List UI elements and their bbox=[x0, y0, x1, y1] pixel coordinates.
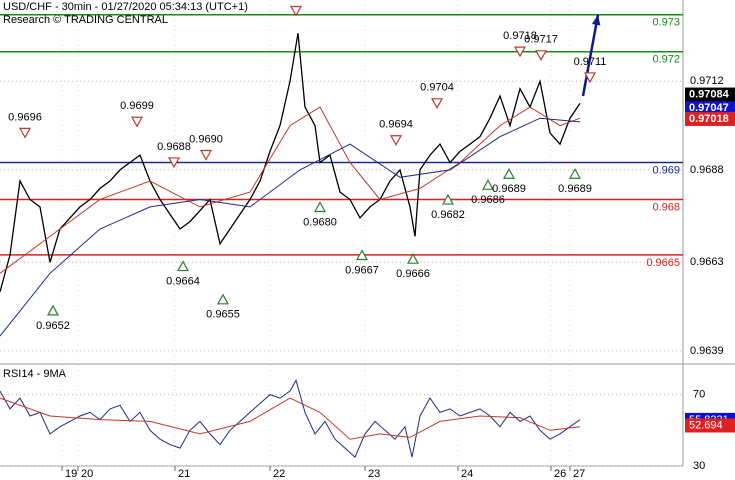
pivot-marker bbox=[130, 116, 144, 128]
pivot-marker bbox=[46, 304, 60, 316]
pivot-marker bbox=[406, 252, 420, 264]
pivot-label: 0.9667 bbox=[345, 264, 379, 276]
rsi-line bbox=[0, 379, 581, 458]
pivot-label: 0.9699 bbox=[120, 100, 154, 112]
x-tick-label: 26 bbox=[554, 468, 566, 480]
pivot-marker bbox=[167, 157, 181, 169]
x-tick-label: 24 bbox=[461, 468, 473, 480]
pivot-marker bbox=[216, 293, 230, 305]
price-badge-label: 0.97047 bbox=[689, 102, 729, 114]
pivot-label: 0.9729 bbox=[279, 0, 313, 1]
pivot-marker bbox=[289, 5, 303, 17]
pivot-marker bbox=[568, 167, 582, 179]
pivot-label: 0.9664 bbox=[166, 275, 200, 287]
level-label: 0.968 bbox=[652, 201, 680, 213]
pivot-label: 0.9689 bbox=[558, 183, 592, 195]
pivot-marker bbox=[481, 179, 495, 190]
pivot-label: 0.9696 bbox=[8, 111, 42, 123]
pivot-marker bbox=[18, 127, 32, 139]
pivot-label: 0.9690 bbox=[189, 133, 223, 145]
chart-subtitle: Research © TRADING CENTRAL bbox=[3, 14, 168, 26]
x-tick-label: 19 bbox=[65, 468, 77, 480]
level-label: 0.972 bbox=[652, 54, 680, 66]
price-line bbox=[0, 106, 581, 274]
forecast-arrowhead bbox=[591, 14, 601, 26]
x-tick-label: 23 bbox=[368, 468, 380, 480]
pivot-label: 0.9718 bbox=[503, 30, 537, 42]
pivot-label: 0.9704 bbox=[420, 82, 454, 94]
price-badge-label: 0.97018 bbox=[689, 113, 729, 125]
pivot-marker bbox=[513, 46, 527, 58]
pivot-label: 0.9694 bbox=[379, 119, 413, 131]
level-label: 0.9665 bbox=[646, 257, 680, 269]
x-tick-label: 27 bbox=[573, 468, 585, 480]
x-tick-label: 22 bbox=[273, 468, 285, 480]
pivot-label: 0.9655 bbox=[206, 309, 240, 321]
forecast-arrow bbox=[581, 14, 600, 97]
pivot-marker bbox=[534, 50, 548, 62]
pivot-marker bbox=[441, 193, 455, 205]
level-label: 0.973 bbox=[652, 17, 680, 29]
pivot-label: 0.9711 bbox=[574, 56, 607, 68]
y-tick-label: 0.9663 bbox=[690, 256, 724, 268]
pivot-marker bbox=[389, 135, 403, 146]
level-label: 0.969 bbox=[652, 164, 680, 176]
price-line bbox=[0, 33, 581, 292]
price-badge bbox=[685, 87, 735, 102]
chart-title: USD/CHF - 30min - 01/27/2020 05:34:13 (U… bbox=[3, 1, 248, 13]
y-tick-label: 0.9639 bbox=[690, 345, 724, 357]
pivot-label: 0.9717 bbox=[524, 34, 558, 46]
pivot-label: 0.9688 bbox=[157, 141, 191, 153]
price-line bbox=[0, 117, 581, 337]
pivot-marker bbox=[355, 249, 369, 261]
pivot-label: 0.9689 bbox=[492, 183, 526, 195]
x-tick-label: 20 bbox=[81, 468, 93, 480]
pivot-marker bbox=[313, 201, 327, 213]
rsi-badge bbox=[685, 418, 735, 433]
pivot-label: 0.9666 bbox=[396, 268, 430, 280]
pivot-marker bbox=[176, 260, 190, 272]
pivot-label: 0.9652 bbox=[36, 320, 70, 332]
y-tick-label: 0.9712 bbox=[690, 75, 724, 87]
rsi-badge-label: 52.694 bbox=[689, 419, 723, 431]
rsi-title: RSI14 - 9MA bbox=[3, 368, 67, 380]
y-tick-label: 70 bbox=[693, 388, 705, 400]
pivot-marker bbox=[583, 72, 597, 84]
price-badge-label: 0.97084 bbox=[689, 88, 730, 100]
pivot-marker bbox=[199, 149, 213, 161]
x-tick-label: 21 bbox=[178, 468, 190, 480]
pivot-label: 0.9682 bbox=[431, 209, 465, 221]
pivot-label: 0.9680 bbox=[303, 216, 337, 228]
price-badge bbox=[685, 111, 735, 126]
pivot-label: 0.9686 bbox=[471, 194, 505, 206]
y-tick-label: 0.9688 bbox=[690, 164, 724, 176]
y-tick-label: 30 bbox=[693, 460, 705, 472]
pivot-marker bbox=[502, 167, 516, 179]
price-badge bbox=[685, 101, 735, 116]
rsi-line bbox=[0, 397, 581, 440]
pivot-marker bbox=[430, 98, 444, 110]
